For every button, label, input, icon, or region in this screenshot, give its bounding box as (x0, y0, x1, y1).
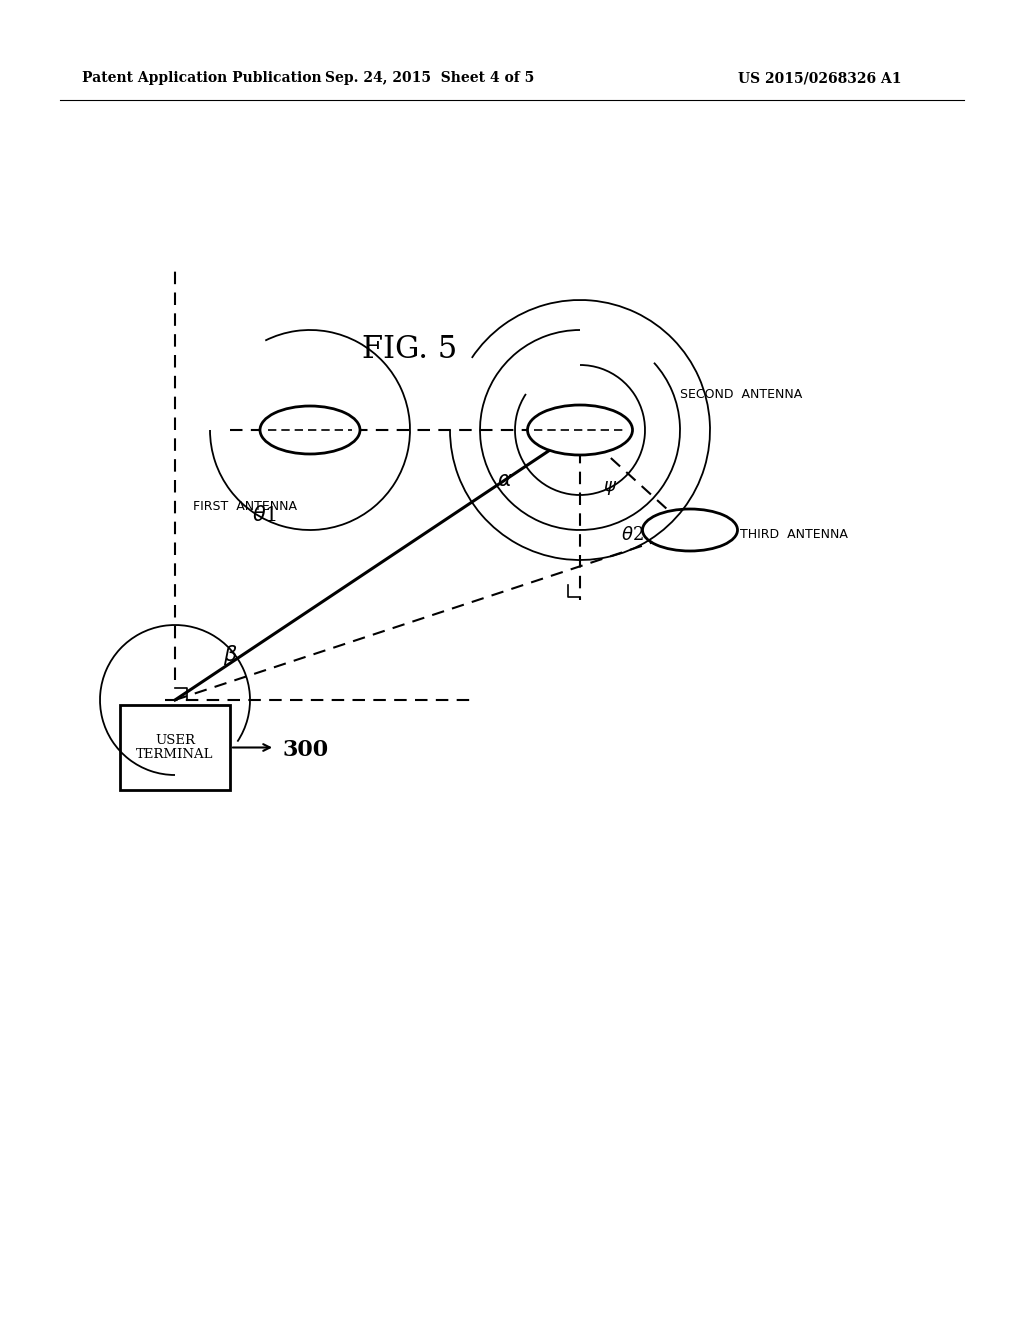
Text: USER
TERMINAL: USER TERMINAL (136, 734, 214, 762)
Text: Patent Application Publication: Patent Application Publication (82, 71, 322, 84)
Text: $\beta$: $\beta$ (222, 643, 238, 667)
Text: $\theta$2: $\theta$2 (621, 525, 643, 544)
Text: THIRD  ANTENNA: THIRD ANTENNA (740, 528, 848, 541)
Text: $\psi$: $\psi$ (603, 479, 617, 498)
Text: $\alpha$: $\alpha$ (498, 470, 513, 490)
Text: Sep. 24, 2015  Sheet 4 of 5: Sep. 24, 2015 Sheet 4 of 5 (326, 71, 535, 84)
Text: FIRST  ANTENNA: FIRST ANTENNA (193, 500, 297, 513)
Text: US 2015/0268326 A1: US 2015/0268326 A1 (737, 71, 901, 84)
Ellipse shape (642, 510, 737, 550)
Text: $\theta$1: $\theta$1 (253, 506, 278, 525)
Ellipse shape (527, 405, 633, 455)
Text: 300: 300 (283, 738, 329, 760)
FancyBboxPatch shape (120, 705, 230, 789)
Text: FIG. 5: FIG. 5 (361, 334, 458, 366)
Text: SECOND  ANTENNA: SECOND ANTENNA (680, 388, 802, 401)
Ellipse shape (260, 407, 360, 454)
